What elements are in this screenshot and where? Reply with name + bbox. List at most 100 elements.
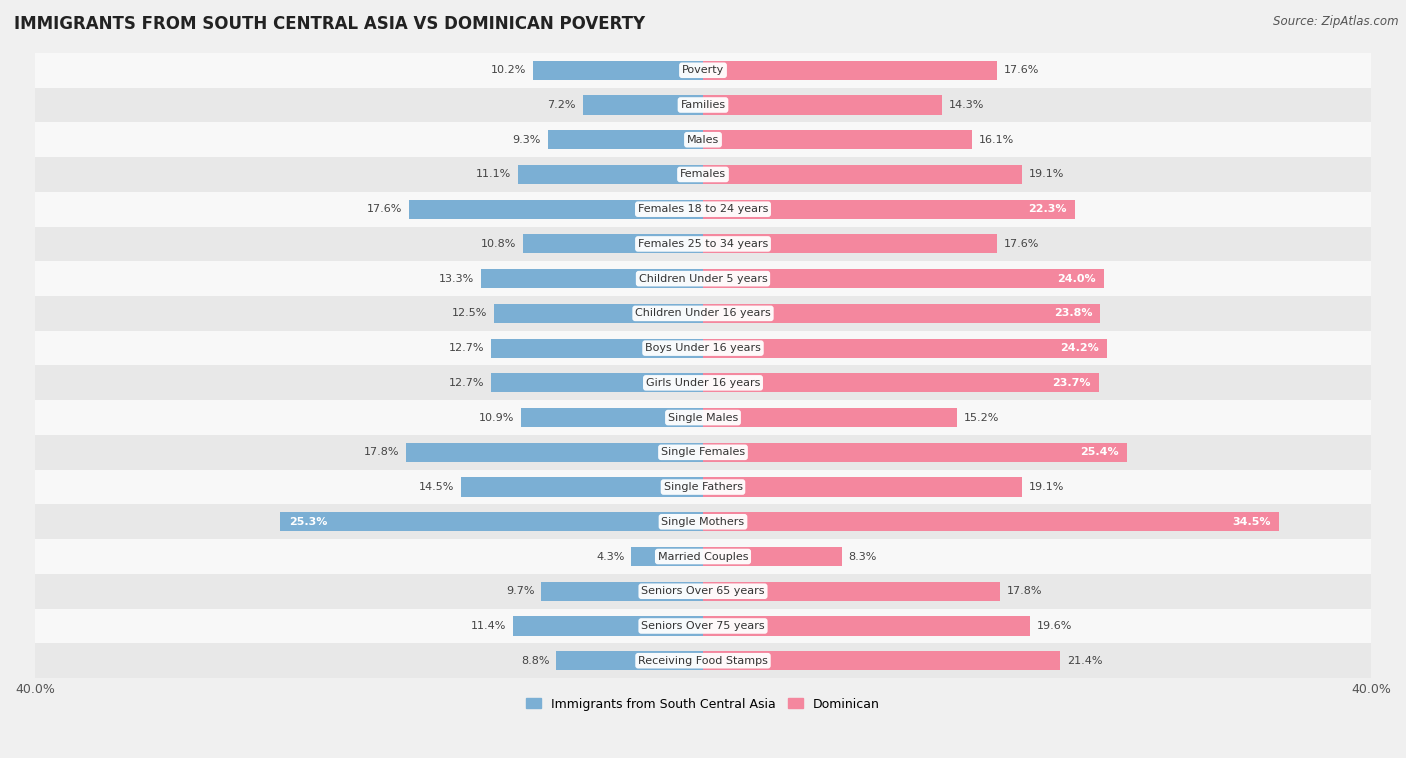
Text: 13.3%: 13.3% (439, 274, 474, 283)
Text: 22.3%: 22.3% (1029, 204, 1067, 215)
Bar (35, 504, 1371, 539)
Text: Single Males: Single Males (668, 412, 738, 422)
Text: 9.7%: 9.7% (506, 586, 534, 597)
Text: 17.8%: 17.8% (1007, 586, 1042, 597)
Bar (491, 339, 703, 358)
Bar (35, 296, 1371, 330)
Text: 16.1%: 16.1% (979, 135, 1014, 145)
Bar (35, 192, 1371, 227)
Text: 10.8%: 10.8% (481, 239, 516, 249)
Text: 14.5%: 14.5% (419, 482, 454, 492)
Text: Seniors Over 65 years: Seniors Over 65 years (641, 586, 765, 597)
Text: Single Mothers: Single Mothers (661, 517, 745, 527)
Text: Source: ZipAtlas.com: Source: ZipAtlas.com (1274, 15, 1399, 28)
Text: 14.3%: 14.3% (949, 100, 984, 110)
Text: 10.2%: 10.2% (491, 65, 526, 75)
Text: Poverty: Poverty (682, 65, 724, 75)
Text: IMMIGRANTS FROM SOUTH CENTRAL ASIA VS DOMINICAN POVERTY: IMMIGRANTS FROM SOUTH CENTRAL ASIA VS DO… (14, 15, 645, 33)
Text: Males: Males (688, 135, 718, 145)
Bar (703, 96, 942, 114)
Text: Females 18 to 24 years: Females 18 to 24 years (638, 204, 768, 215)
Text: 11.1%: 11.1% (475, 170, 510, 180)
Text: 19.1%: 19.1% (1029, 482, 1064, 492)
Text: 24.0%: 24.0% (1057, 274, 1095, 283)
Text: 19.6%: 19.6% (1038, 621, 1073, 631)
Bar (35, 227, 1371, 262)
Bar (703, 408, 957, 428)
Text: 23.7%: 23.7% (1052, 377, 1091, 388)
Bar (35, 644, 1371, 678)
Text: Single Females: Single Females (661, 447, 745, 457)
Text: 15.2%: 15.2% (963, 412, 998, 422)
Text: 8.3%: 8.3% (848, 552, 877, 562)
Text: 11.4%: 11.4% (471, 621, 506, 631)
Text: Receiving Food Stamps: Receiving Food Stamps (638, 656, 768, 666)
Text: 4.3%: 4.3% (596, 552, 624, 562)
Text: Seniors Over 75 years: Seniors Over 75 years (641, 621, 765, 631)
Bar (703, 304, 1101, 323)
Bar (481, 269, 703, 288)
Text: 17.6%: 17.6% (367, 204, 402, 215)
Bar (703, 616, 1031, 635)
Bar (541, 581, 703, 601)
Bar (522, 408, 703, 428)
Bar (461, 478, 703, 496)
Text: Married Couples: Married Couples (658, 552, 748, 562)
Text: 25.4%: 25.4% (1080, 447, 1119, 457)
Text: 8.8%: 8.8% (520, 656, 550, 666)
Text: 24.2%: 24.2% (1060, 343, 1099, 353)
Text: Single Fathers: Single Fathers (664, 482, 742, 492)
Text: 12.7%: 12.7% (449, 377, 484, 388)
Bar (703, 234, 997, 253)
Text: Females 25 to 34 years: Females 25 to 34 years (638, 239, 768, 249)
Bar (35, 330, 1371, 365)
Bar (703, 512, 1279, 531)
Legend: Immigrants from South Central Asia, Dominican: Immigrants from South Central Asia, Domi… (522, 693, 884, 716)
Text: 17.6%: 17.6% (1004, 239, 1039, 249)
Bar (35, 122, 1371, 157)
Bar (703, 547, 842, 566)
Text: Girls Under 16 years: Girls Under 16 years (645, 377, 761, 388)
Bar (703, 373, 1099, 393)
Bar (491, 373, 703, 393)
Bar (548, 130, 703, 149)
Text: 17.6%: 17.6% (1004, 65, 1039, 75)
Bar (406, 443, 703, 462)
Bar (35, 539, 1371, 574)
Bar (280, 512, 703, 531)
Bar (703, 199, 1076, 219)
Bar (533, 61, 703, 80)
Bar (582, 96, 703, 114)
Text: Boys Under 16 years: Boys Under 16 years (645, 343, 761, 353)
Bar (703, 478, 1022, 496)
Bar (703, 651, 1060, 670)
Bar (35, 435, 1371, 470)
Text: 23.8%: 23.8% (1053, 309, 1092, 318)
Bar (631, 547, 703, 566)
Bar (703, 165, 1022, 184)
Bar (523, 234, 703, 253)
Bar (703, 339, 1107, 358)
Text: 25.3%: 25.3% (288, 517, 328, 527)
Text: 17.8%: 17.8% (364, 447, 399, 457)
Text: 12.5%: 12.5% (453, 309, 488, 318)
Bar (35, 53, 1371, 88)
Text: 12.7%: 12.7% (449, 343, 484, 353)
Text: Females: Females (681, 170, 725, 180)
Bar (513, 616, 703, 635)
Text: 7.2%: 7.2% (547, 100, 576, 110)
Text: Children Under 16 years: Children Under 16 years (636, 309, 770, 318)
Bar (703, 130, 972, 149)
Bar (35, 88, 1371, 122)
Bar (495, 304, 703, 323)
Text: Families: Families (681, 100, 725, 110)
Bar (703, 61, 997, 80)
Bar (35, 400, 1371, 435)
Text: 21.4%: 21.4% (1067, 656, 1102, 666)
Bar (703, 269, 1104, 288)
Bar (35, 365, 1371, 400)
Bar (35, 470, 1371, 504)
Bar (409, 199, 703, 219)
Text: 9.3%: 9.3% (513, 135, 541, 145)
Text: 10.9%: 10.9% (479, 412, 515, 422)
